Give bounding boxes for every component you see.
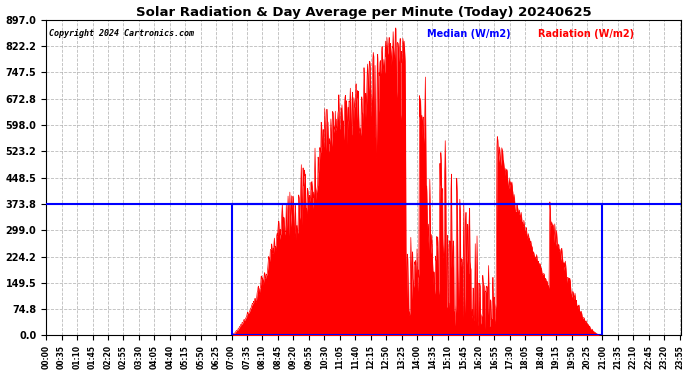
Bar <box>232 204 602 336</box>
Text: Radiation (W/m2): Radiation (W/m2) <box>538 29 635 39</box>
Text: Median (W/m2): Median (W/m2) <box>427 29 511 39</box>
Text: Copyright 2024 Cartronics.com: Copyright 2024 Cartronics.com <box>49 29 195 38</box>
Title: Solar Radiation & Day Average per Minute (Today) 20240625: Solar Radiation & Day Average per Minute… <box>136 6 591 18</box>
